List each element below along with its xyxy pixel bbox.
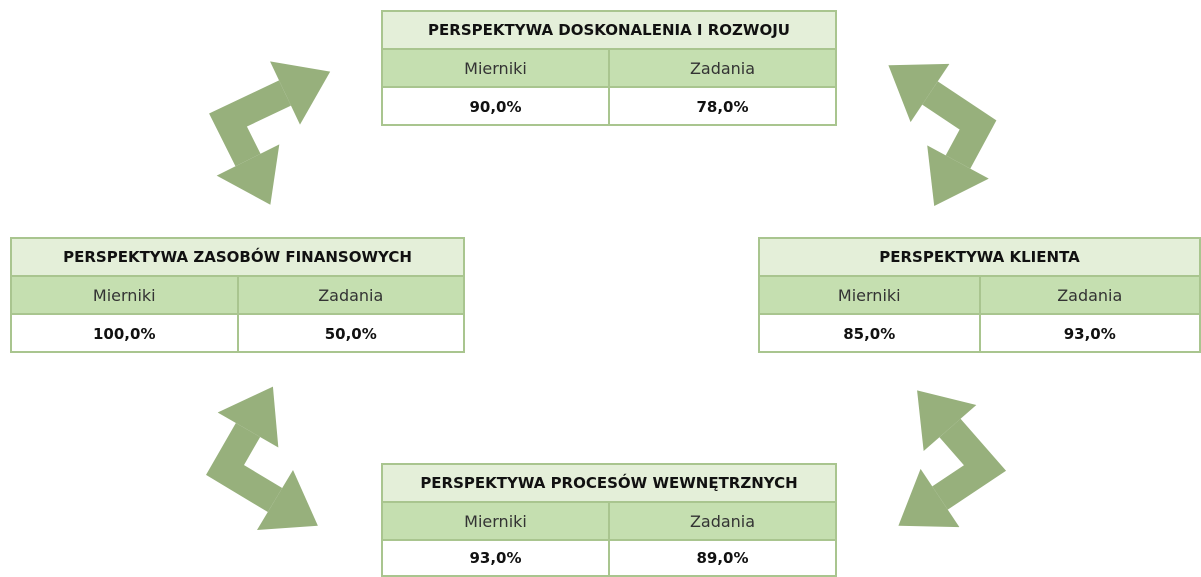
box-title: PERSPEKTYWA DOSKONALENIA I ROZWOJU <box>383 12 835 50</box>
perspective-box: PERSPEKTYWA DOSKONALENIA I ROZWOJU Miern… <box>381 10 837 126</box>
value: 90,0% <box>469 98 522 116</box>
arrow <box>898 390 1007 528</box>
column-header: Zadania <box>978 277 1200 313</box>
value: 89,0% <box>608 541 835 575</box>
column-header: Mierniki <box>92 285 156 305</box>
column-header: Zadania <box>236 277 464 313</box>
column-header: Zadania <box>608 50 835 86</box>
value: 50,0% <box>236 315 464 353</box>
column-header: Mierniki <box>464 511 527 531</box>
value: 85,0% <box>843 325 896 343</box>
box-title: PERSPEKTYWA KLIENTA <box>760 239 1199 277</box>
box-title: PERSPEKTYWA PROCESÓW WEWNĘTRZNYCH <box>383 465 835 503</box>
perspective-box: PERSPEKTYWA ZASOBÓW FINANSOWYCH Mierniki… <box>10 237 465 353</box>
column-header: Mierniki <box>464 58 527 78</box>
arrow <box>206 386 318 531</box>
perspective-box: PERSPEKTYWA PROCESÓW WEWNĘTRZNYCH Mierni… <box>381 463 837 577</box>
value: 93,0% <box>978 315 1200 353</box>
arrow <box>888 63 997 206</box>
value: 100,0% <box>93 325 156 343</box>
arrow <box>209 61 331 205</box>
column-header: Zadania <box>608 503 835 539</box>
column-header: Mierniki <box>837 285 901 305</box>
value: 93,0% <box>469 549 522 567</box>
value: 78,0% <box>608 88 835 126</box>
box-title: PERSPEKTYWA ZASOBÓW FINANSOWYCH <box>12 239 463 277</box>
perspective-box: PERSPEKTYWA KLIENTA Mierniki Zadania 85,0… <box>758 237 1201 353</box>
